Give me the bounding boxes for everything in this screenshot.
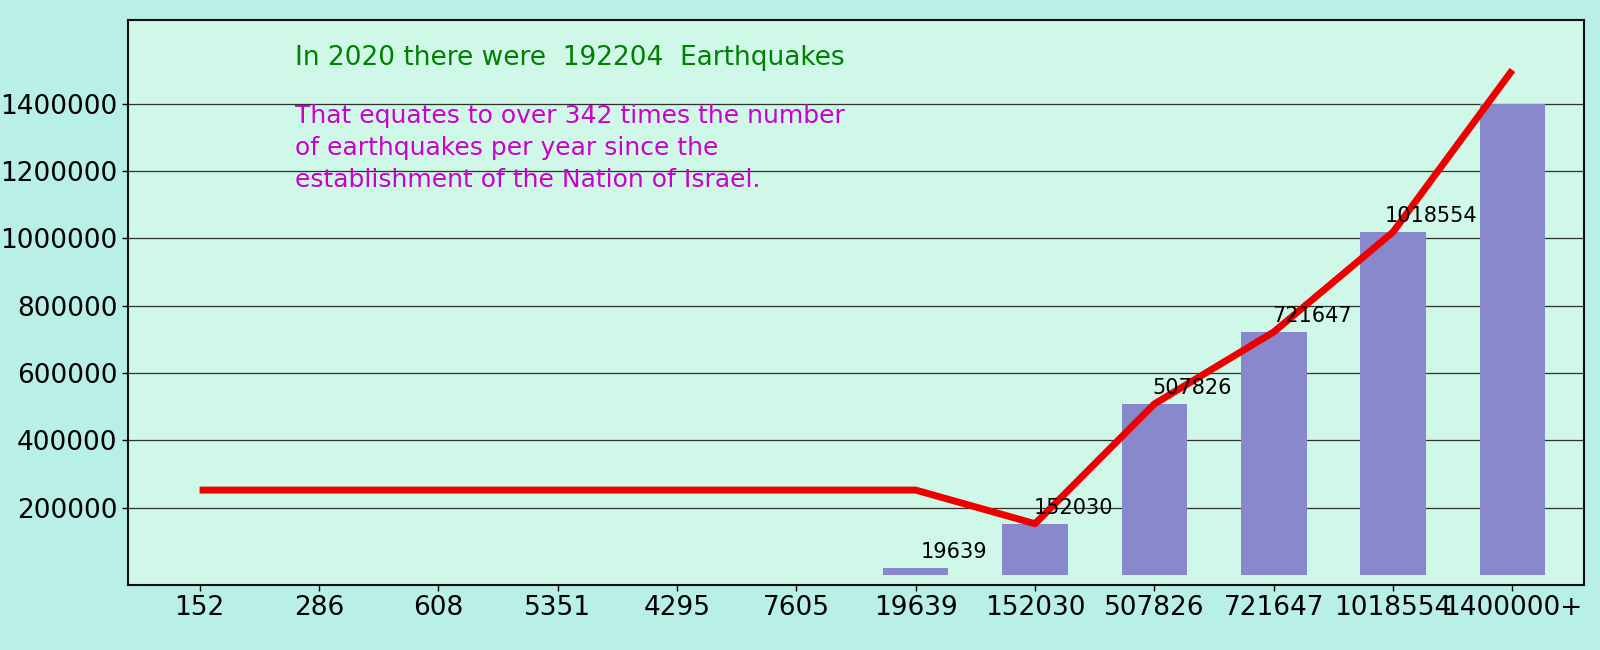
Bar xyxy=(1002,524,1067,575)
Bar xyxy=(1122,404,1187,575)
Text: That equates to over 342 times the number
of earthquakes per year since the
esta: That equates to over 342 times the numbe… xyxy=(296,105,845,192)
Bar xyxy=(1242,332,1307,575)
Bar xyxy=(883,568,949,575)
Text: 1018554: 1018554 xyxy=(1386,206,1477,226)
Text: 721647: 721647 xyxy=(1272,306,1352,326)
Text: 507826: 507826 xyxy=(1154,378,1232,398)
Text: 152030: 152030 xyxy=(1034,498,1114,517)
Text: In 2020 there were  192204  Earthquakes: In 2020 there were 192204 Earthquakes xyxy=(296,45,845,71)
Bar xyxy=(1480,103,1546,575)
Text: 19639: 19639 xyxy=(920,542,987,562)
Bar xyxy=(1360,232,1426,575)
